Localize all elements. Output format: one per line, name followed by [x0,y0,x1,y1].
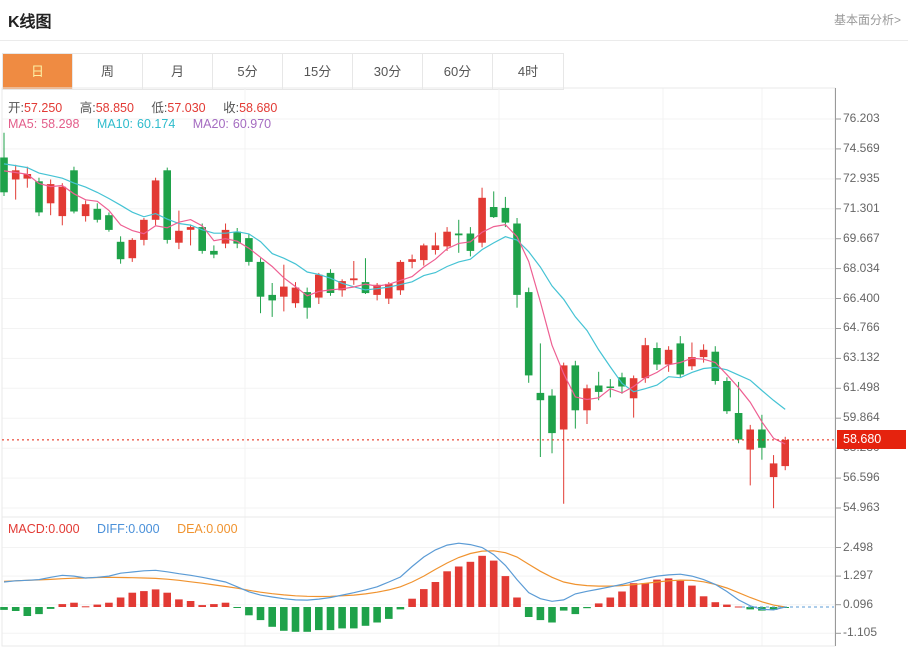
page-title: K线图 [8,14,52,31]
price-axis-tick-label: 74.569 [843,140,880,155]
price-axis-tick-label: 61.498 [843,380,880,395]
price-axis-tick-label: 59.864 [843,410,880,425]
price-axis-tick-label: 66.400 [843,290,880,305]
ma20-value: 60.970 [232,117,272,131]
price-axis-tick-label: 72.935 [843,170,880,185]
price-axis-tick-label: 69.667 [843,230,880,245]
open-value: 57.250 [23,101,63,115]
tab-60分[interactable]: 60分 [423,54,493,89]
price-axis-tick-label: 71.301 [843,200,880,215]
low-value: 57.030 [167,101,206,115]
close-label: 收: [223,101,240,115]
macd-label: MACD: [8,522,49,536]
tab-15分[interactable]: 15分 [283,54,353,89]
tab-30分[interactable]: 30分 [353,54,423,89]
macd-axis-tick-label: -1.105 [843,625,878,640]
header-divider [0,40,908,41]
price-axis-tick-label: 64.766 [843,320,880,335]
macd-axis-tick-label: 1.297 [843,568,874,583]
high-label: 高: [79,101,96,115]
current-price-badge: 58.680 [837,429,906,449]
ma-readout: MA5: 58.298 MA10: 60.174 MA20: 60.970 [8,117,271,131]
tab-5分[interactable]: 5分 [213,54,283,89]
macd-readout: MACD:0.000 DIFF:0.000 DEA:0.000 [8,522,238,536]
open-label: 开: [8,101,24,115]
ohlc-readout: 开:57.250 高:58.850 低:57.030 收:58.680 [8,97,277,116]
price-axis-tick-label: 76.203 [843,111,880,125]
high-value: 58.850 [95,101,134,115]
ma10-label: MA10: [96,117,134,131]
macd-axis-tick-label: 2.498 [843,539,874,554]
tab-日[interactable]: 日 [3,54,73,89]
diff-value: 0.000 [128,522,160,536]
period-tab-bar: 日周月 5分 15分 30分 60分 4时 [2,53,564,90]
ma5-label: MA5: [8,117,38,131]
tab-4时[interactable]: 4时 [493,54,563,89]
dea-label: DEA: [177,522,207,536]
fundamental-analysis-link[interactable]: 基本面分析> [833,13,901,27]
dea-value: 0.000 [206,522,238,536]
price-axis-tick-label: 68.034 [843,260,880,275]
tab-月[interactable]: 月 [143,54,213,89]
diff-label: DIFF: [97,522,129,536]
macd-value: 0.000 [48,522,80,536]
macd-axis-tick-label: 0.096 [843,596,874,611]
ma10-value: 60.174 [137,117,176,131]
price-axis-tick-label: 63.132 [843,350,880,365]
low-label: 低: [151,101,168,115]
tab-周[interactable]: 周 [73,54,143,89]
price-axis-tick-label: 56.596 [843,470,880,485]
price-axis-tick-label: 54.963 [843,500,880,514]
ma20-label: MA20: [192,117,229,131]
ma5-value: 58.298 [41,117,80,131]
close-value: 58.680 [239,101,278,115]
